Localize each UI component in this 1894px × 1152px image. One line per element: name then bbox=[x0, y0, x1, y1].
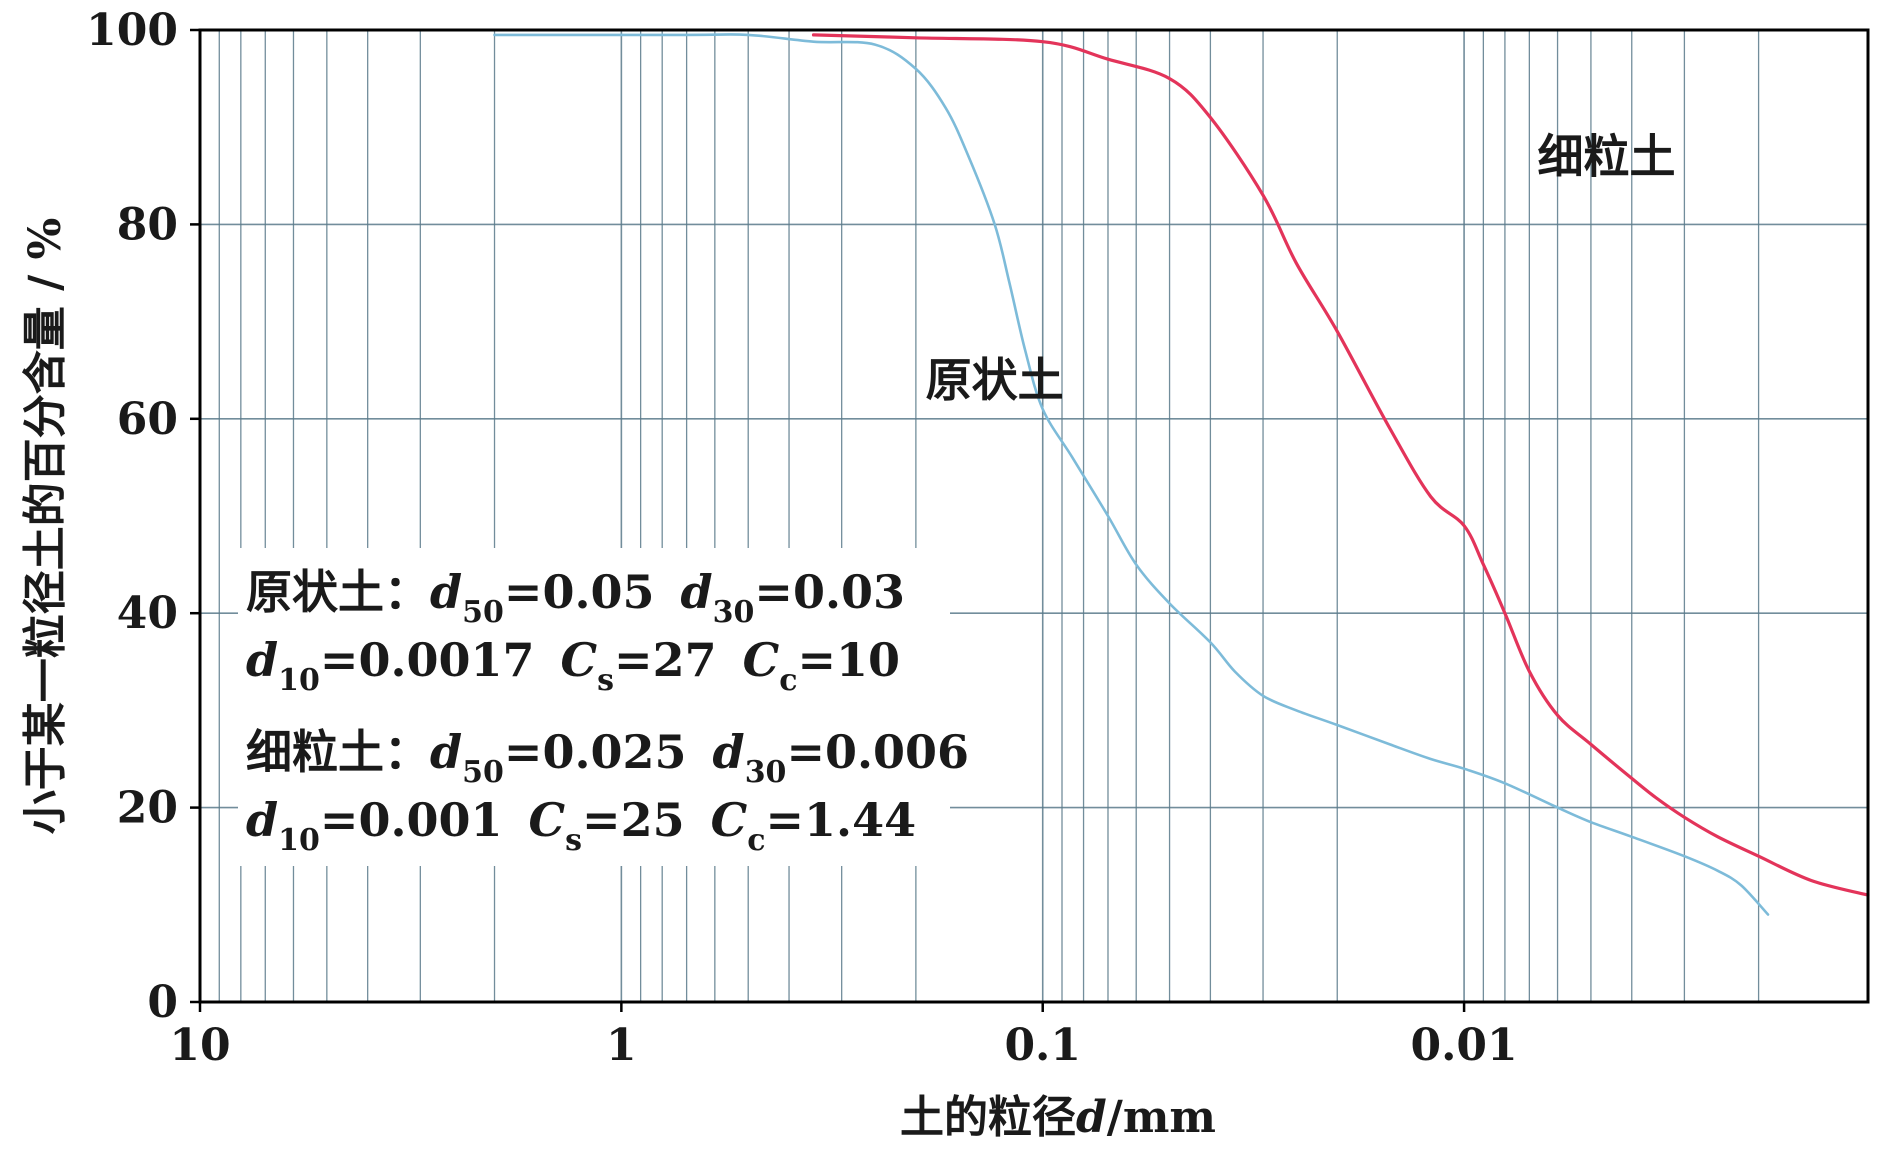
y-tick-label: 0 bbox=[147, 977, 178, 1028]
ticks-layer: 0 20 40 60 80 100 10 1 0.1 0.01 bbox=[86, 5, 1518, 1071]
stats-value: =0.025 bbox=[504, 725, 687, 779]
series-line-original-soil bbox=[493, 33, 1770, 916]
stats-subscript: 10 bbox=[278, 823, 320, 858]
stats-subscript: 50 bbox=[462, 595, 504, 630]
stats-soil-name: 原状土： bbox=[246, 565, 430, 619]
stats-box-background bbox=[238, 548, 950, 866]
series-layer bbox=[493, 33, 1870, 916]
x-tick-label: 0.01 bbox=[1410, 1020, 1517, 1071]
stats-line: d10=0.001 Cs=25 Cc=1.44 bbox=[246, 793, 916, 858]
x-tick-label: 1 bbox=[606, 1020, 637, 1071]
stats-value: =27 bbox=[614, 633, 717, 687]
x-axis-title-text: 土的粒径 bbox=[900, 1092, 1076, 1143]
stats-subscript: s bbox=[597, 663, 614, 698]
stats-value: =0.03 bbox=[754, 565, 905, 619]
y-tick-label: 100 bbox=[86, 5, 178, 56]
stats-symbol: C bbox=[743, 633, 780, 687]
stats-symbol: C bbox=[529, 793, 566, 847]
stats-value: =0.0017 bbox=[320, 633, 535, 687]
stats-line: 细粒土：d50=0.025 d30=0.006 bbox=[246, 725, 969, 790]
stats-symbol: d bbox=[430, 725, 462, 779]
stats-line: 原状土：d50=0.05 d30=0.03 bbox=[246, 565, 905, 630]
x-tick-label: 0.1 bbox=[1004, 1020, 1081, 1071]
y-tick-label: 80 bbox=[117, 199, 178, 250]
stats-soil-name: 细粒土： bbox=[246, 725, 430, 779]
x-axis-title-var: d bbox=[1076, 1092, 1107, 1143]
annotation-fine-soil: 细粒土 bbox=[1538, 129, 1676, 183]
stats-subscript: 30 bbox=[745, 755, 787, 790]
stats-subscript: c bbox=[779, 663, 797, 698]
stats-value: =25 bbox=[582, 793, 685, 847]
stats-value: =0.006 bbox=[786, 725, 969, 779]
stats-symbol: d bbox=[246, 793, 278, 847]
stats-symbol: d bbox=[430, 565, 462, 619]
stats-subscript: c bbox=[747, 823, 765, 858]
stats-symbol: d bbox=[246, 633, 278, 687]
x-axis-title-unit: /mm bbox=[1107, 1092, 1216, 1143]
stats-subscript: 30 bbox=[713, 595, 755, 630]
stats-symbol: C bbox=[561, 633, 598, 687]
plot-frame bbox=[198, 28, 1870, 1004]
stats-value: =0.001 bbox=[320, 793, 503, 847]
info-mask-layer bbox=[238, 548, 950, 866]
stats-value: =0.05 bbox=[504, 565, 655, 619]
x-axis-title: 土的粒径d/mm bbox=[900, 1092, 1216, 1143]
y-tick-label: 60 bbox=[117, 394, 178, 445]
stats-subscript: 10 bbox=[278, 663, 320, 698]
series-line-fine-soil bbox=[811, 33, 1870, 897]
stats-subscript: s bbox=[565, 823, 582, 858]
x-tick-label: 10 bbox=[169, 1020, 230, 1071]
stats-symbol: d bbox=[713, 725, 745, 779]
stats-value: =1.44 bbox=[766, 793, 917, 847]
stats-value: =10 bbox=[798, 633, 901, 687]
y-tick-label: 20 bbox=[117, 783, 178, 834]
annotation-original-soil: 原状土 bbox=[926, 353, 1064, 407]
y-axis-title: 小于某一粒径土的百分含量 / % bbox=[20, 218, 71, 835]
stats-symbol: C bbox=[711, 793, 748, 847]
frame-layer bbox=[198, 28, 1870, 1004]
y-tick-label: 40 bbox=[117, 588, 178, 639]
stats-subscript: 50 bbox=[462, 755, 504, 790]
stats-symbol: d bbox=[681, 565, 713, 619]
stats-line: d10=0.0017 Cs=27 Cc=10 bbox=[246, 633, 900, 698]
